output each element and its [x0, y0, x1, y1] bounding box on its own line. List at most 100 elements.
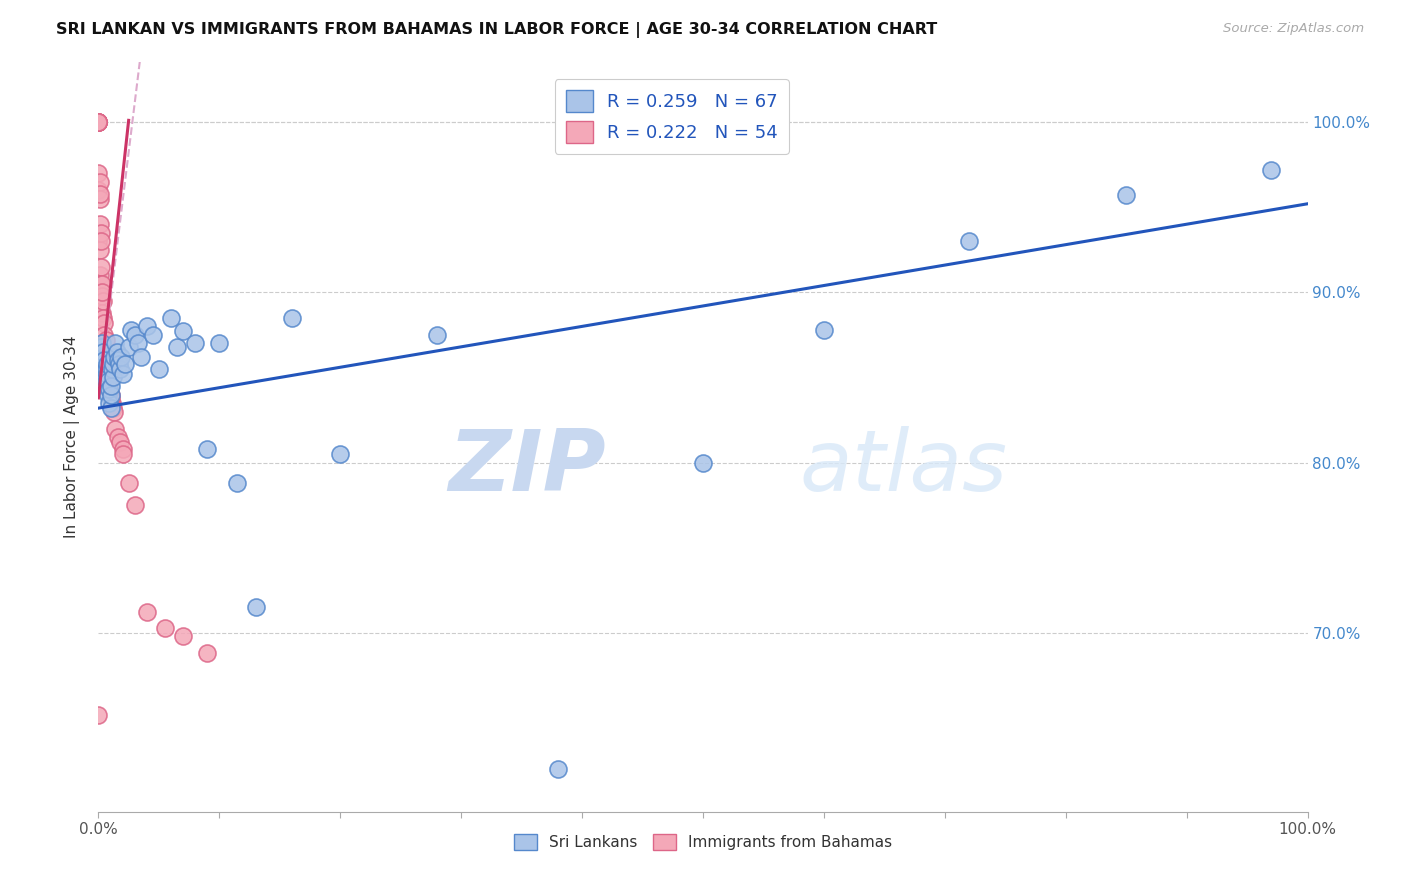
Point — [124, 327, 146, 342]
Point — [166, 340, 188, 354]
Point — [94, 362, 117, 376]
Point — [692, 456, 714, 470]
Point — [90, 277, 112, 291]
Point — [90, 234, 112, 248]
Point — [91, 367, 114, 381]
Point — [100, 396, 122, 410]
Point — [96, 353, 118, 368]
Point — [97, 374, 120, 388]
Point — [118, 476, 141, 491]
Point — [91, 345, 114, 359]
Point — [100, 391, 122, 405]
Point — [813, 323, 835, 337]
Point — [87, 115, 110, 129]
Text: Source: ZipAtlas.com: Source: ZipAtlas.com — [1223, 22, 1364, 36]
Point — [94, 350, 117, 364]
Point — [547, 762, 569, 776]
Point — [148, 362, 170, 376]
Y-axis label: In Labor Force | Age 30-34: In Labor Force | Age 30-34 — [63, 335, 80, 539]
Point — [87, 115, 110, 129]
Point — [90, 350, 112, 364]
Point — [96, 365, 118, 379]
Point — [110, 350, 132, 364]
Point — [91, 285, 114, 300]
Point — [98, 383, 121, 397]
Point — [91, 336, 114, 351]
Point — [103, 404, 125, 418]
Point — [87, 707, 110, 722]
Text: SRI LANKAN VS IMMIGRANTS FROM BAHAMAS IN LABOR FORCE | AGE 30-34 CORRELATION CHA: SRI LANKAN VS IMMIGRANTS FROM BAHAMAS IN… — [56, 22, 938, 38]
Point — [97, 387, 120, 401]
Point — [108, 362, 131, 376]
Point — [208, 336, 231, 351]
Point — [91, 362, 114, 376]
Point — [93, 362, 115, 376]
Point — [129, 350, 152, 364]
Point — [135, 319, 157, 334]
Point — [87, 115, 110, 129]
Point — [94, 374, 117, 388]
Point — [87, 362, 110, 376]
Point — [90, 226, 112, 240]
Point — [103, 350, 125, 364]
Point — [172, 629, 194, 643]
Point — [94, 333, 117, 347]
Point — [111, 367, 134, 381]
Point — [101, 401, 124, 416]
Point — [104, 336, 127, 351]
Point — [100, 387, 122, 401]
Point — [87, 362, 110, 376]
Point — [111, 447, 134, 461]
Point — [1260, 162, 1282, 177]
Point — [93, 327, 115, 342]
Point — [172, 325, 194, 339]
Point — [142, 327, 165, 342]
Point — [90, 357, 112, 371]
Point — [107, 353, 129, 368]
Point — [111, 442, 134, 456]
Point — [114, 357, 136, 371]
Point — [91, 306, 114, 320]
Point — [93, 353, 115, 368]
Point — [108, 435, 131, 450]
Point — [100, 387, 122, 401]
Legend: Sri Lankans, Immigrants from Bahamas: Sri Lankans, Immigrants from Bahamas — [508, 829, 898, 856]
Point — [957, 234, 980, 248]
Point — [127, 336, 149, 351]
Point — [91, 293, 114, 308]
Point — [93, 370, 115, 384]
Point — [89, 268, 111, 283]
Point — [101, 357, 124, 371]
Point — [135, 606, 157, 620]
Point — [226, 476, 249, 491]
Point — [281, 310, 304, 325]
Point — [101, 370, 124, 384]
Point — [1115, 188, 1137, 202]
Point — [124, 498, 146, 512]
Point — [91, 357, 114, 371]
Point — [96, 357, 118, 371]
Point — [98, 374, 121, 388]
Point — [93, 316, 115, 330]
Point — [89, 217, 111, 231]
Point — [91, 310, 114, 325]
Point — [87, 115, 110, 129]
Point — [96, 379, 118, 393]
Point — [329, 447, 352, 461]
Point — [104, 421, 127, 435]
Point — [91, 277, 114, 291]
Point — [105, 345, 128, 359]
Point — [100, 401, 122, 416]
Point — [98, 396, 121, 410]
Text: ZIP: ZIP — [449, 425, 606, 508]
Point — [96, 367, 118, 381]
Point — [195, 442, 218, 456]
Point — [160, 310, 183, 325]
Point — [90, 340, 112, 354]
Point — [87, 115, 110, 129]
Point — [87, 115, 110, 129]
Point — [89, 353, 111, 368]
Point — [107, 430, 129, 444]
Point — [89, 243, 111, 257]
Point — [87, 115, 110, 129]
